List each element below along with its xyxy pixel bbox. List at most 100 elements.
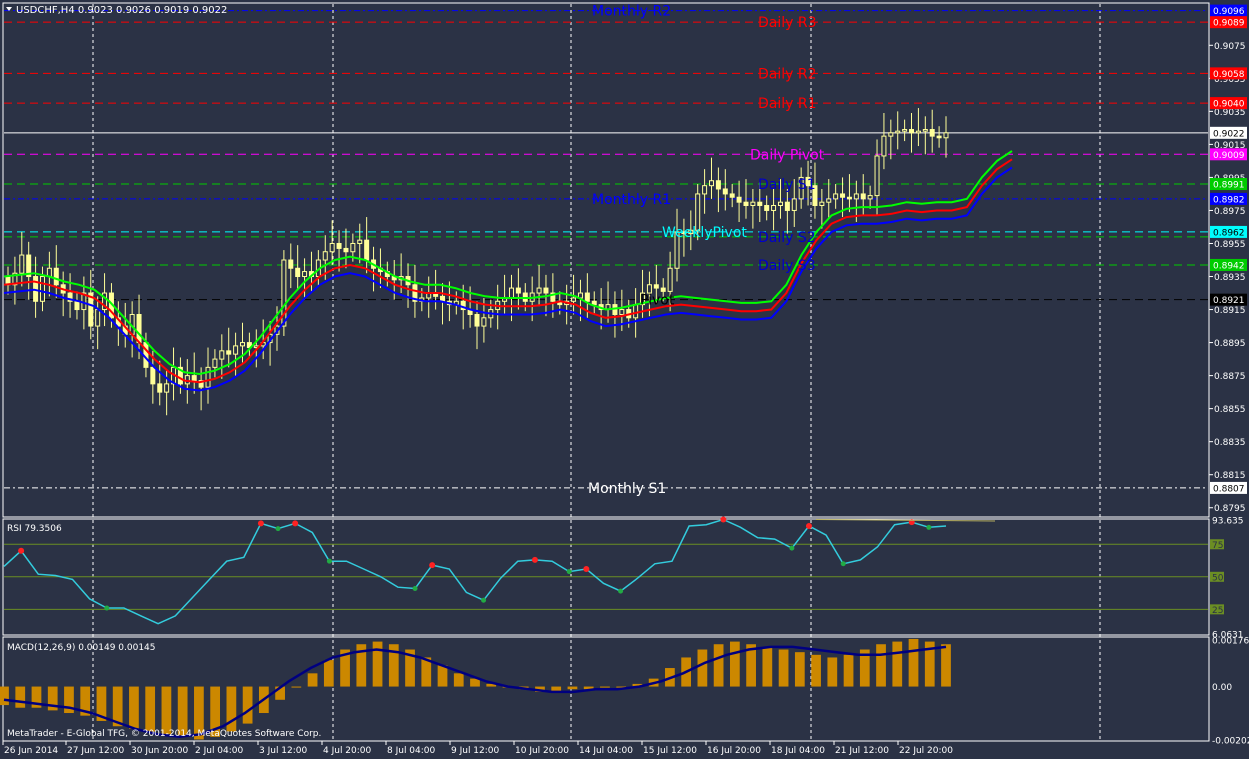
candle-body [474, 314, 480, 327]
candle-body [164, 383, 170, 393]
current-price-tag [1210, 126, 1247, 139]
price-tick-label: 0.8935 [1214, 273, 1246, 283]
pivot-lines [4, 10, 1208, 489]
candle-body [846, 196, 852, 200]
pivot-label: Daily S1 [758, 177, 816, 193]
pivot-label: Daily Pivot [750, 147, 825, 163]
price-tick-label: 0.9035 [1214, 108, 1246, 118]
candle-body [757, 201, 763, 206]
pivot-price-tag [1210, 192, 1247, 205]
macd-title: MACD(12,26,9) 0.00149 0.00145 [7, 643, 156, 653]
macd-histogram-bar [80, 686, 91, 716]
candle-body [722, 188, 728, 195]
macd-histogram-bar [96, 686, 107, 721]
candle-body [357, 239, 363, 244]
pivot-price-tag-text: 0.8807 [1213, 484, 1245, 494]
candle-body [895, 130, 901, 134]
candle-body [750, 201, 756, 206]
price-tick-label: 0.8835 [1214, 438, 1246, 448]
macd-histogram-bar [713, 644, 724, 687]
macd-histogram-bar [778, 649, 789, 687]
price-tick-label: 0.8955 [1214, 240, 1246, 250]
pivot-price-tag-text: 0.8921 [1213, 296, 1245, 306]
candle-body [874, 155, 880, 197]
macd-histogram-bar [632, 683, 643, 687]
candle-body [702, 185, 708, 195]
candle-body [233, 345, 239, 355]
candle-body [860, 193, 866, 200]
candle-body [536, 287, 542, 294]
time-tick-label: 15 Jul 12:00 [643, 746, 697, 756]
rsi-level-tag [1210, 571, 1224, 582]
candle-body [688, 229, 694, 235]
candle-body [143, 342, 149, 368]
candle-body [853, 193, 859, 200]
time-tick-label: 14 Jul 04:00 [579, 746, 633, 756]
rsi-trough-marker [326, 558, 332, 564]
macd-histogram-bar [924, 641, 935, 687]
pivot-label: WeeklyPivot [662, 225, 747, 241]
macd-tick-label: -0.00202 [1212, 737, 1249, 747]
price-tick-label: 0.8815 [1214, 471, 1246, 481]
rsi-tick-label: 25 [1212, 606, 1223, 616]
candle-body [157, 383, 163, 393]
pivot-price-tag-text: 0.8942 [1213, 261, 1245, 271]
candle-body [136, 314, 142, 344]
candle-body [460, 300, 466, 311]
candle-body [584, 292, 590, 302]
candle-body [771, 204, 777, 211]
candle-body [915, 130, 921, 134]
rsi-peak-marker [18, 547, 25, 554]
pivot-price-tag [1210, 481, 1247, 494]
candle-body [12, 272, 18, 286]
candle-body [640, 292, 646, 306]
price-axis: 0.90750.90550.90350.90150.89950.89750.89… [1209, 42, 1246, 514]
macd-histogram-bar [551, 686, 562, 692]
rsi-peak-marker [720, 516, 727, 523]
rsi-pane-frame [2, 518, 1210, 636]
symbol-info: USDCHF,H4 0.9023 0.9026 0.9019 0.9022 [16, 5, 227, 16]
candle-body [191, 375, 197, 382]
time-tick-label: 10 Jul 20:00 [515, 746, 569, 756]
ma-mid-line [3, 158, 1013, 384]
pivot-price-tag [1210, 4, 1247, 17]
candle-body [67, 292, 73, 302]
time-tick-label: 18 Jul 04:00 [771, 746, 825, 756]
macd-histogram-bar [210, 686, 221, 737]
candle-body [819, 201, 825, 206]
macd-histogram-bar [47, 686, 58, 711]
rsi-title: RSI 79.3506 [7, 524, 62, 534]
time-tick-label: 30 Jun 20:00 [131, 746, 188, 756]
macd-histogram-bar [437, 665, 448, 687]
rsi-trough-marker [926, 524, 932, 530]
price-tick-label: 0.8795 [1214, 504, 1246, 514]
candle-body [888, 132, 894, 137]
macd-histogram-bar [941, 644, 951, 687]
candle-body [867, 195, 873, 200]
price-tick-label: 0.8915 [1214, 306, 1246, 316]
macd-histogram-bar [307, 673, 318, 687]
candle-body [102, 292, 108, 311]
macd-histogram-bar [275, 686, 285, 700]
macd-tick-label: 0.00 [1212, 683, 1232, 693]
candle-body [633, 304, 639, 319]
vertical-grid [92, 4, 1101, 740]
rsi-line [3, 518, 947, 625]
pivot-price-tag [1210, 148, 1247, 161]
macd-histogram-bar [729, 641, 740, 687]
macd-histogram-bar [112, 686, 123, 727]
pivot-price-tag-text: 0.9096 [1213, 7, 1245, 17]
price-tick-label: 0.8855 [1214, 405, 1246, 415]
price-tick-label: 0.9055 [1214, 75, 1246, 85]
macd-signal-line [3, 645, 947, 739]
macd-histogram-bar [405, 649, 415, 687]
macd-histogram-bar [64, 686, 74, 714]
candle-body [881, 135, 887, 157]
macd-histogram-bar [242, 686, 253, 724]
rsi-trough-marker [840, 561, 846, 567]
chart-menu-triangle-icon[interactable] [6, 7, 12, 11]
candle-body [281, 259, 287, 327]
macd-histogram-bar [194, 686, 204, 740]
price-tick-label: 0.8975 [1214, 207, 1246, 217]
